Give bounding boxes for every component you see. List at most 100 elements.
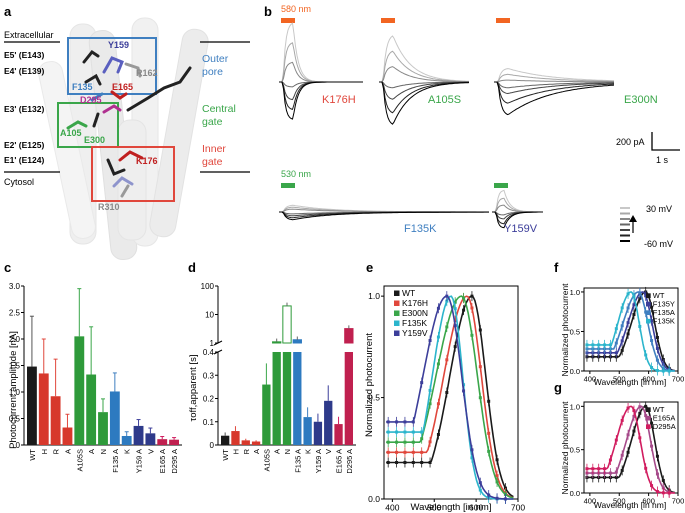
spectrum-marker — [470, 294, 474, 298]
spectrum-marker — [445, 299, 449, 303]
c-xtick-label: Y159 A — [135, 449, 144, 473]
scale-bar — [651, 132, 680, 151]
spectrum-marker — [420, 430, 424, 434]
spectrum-marker — [650, 484, 654, 488]
spectrum-marker — [632, 303, 636, 307]
spectrum-marker — [462, 308, 466, 312]
spectrum-marker — [591, 467, 595, 471]
spectrum-marker — [386, 430, 390, 434]
spectrum-marker — [638, 405, 642, 409]
voltage-arrow-head — [629, 215, 637, 222]
legend-swatch — [394, 290, 400, 296]
spectrum-marker — [445, 390, 449, 394]
mutant-label-a105s: A105S — [428, 94, 461, 106]
spectrum-marker — [661, 491, 665, 495]
c-bar — [157, 439, 168, 445]
spectrum-line — [585, 405, 675, 494]
spectrum-marker — [608, 471, 612, 475]
trace-line — [494, 73, 615, 83]
residue-e1: E1' (E124) — [4, 155, 44, 165]
panel-label-a: a — [4, 4, 12, 19]
trace-line — [494, 81, 615, 116]
spectrum-marker — [503, 497, 507, 501]
c-bar — [27, 366, 37, 445]
panel-e-chart: Normalized photocurrent Wavelength [in n… — [364, 285, 525, 513]
spectrum-marker — [478, 481, 482, 485]
c-xtick-label: A — [63, 449, 72, 454]
spectrum-marker — [495, 496, 499, 500]
spectrum-marker — [420, 450, 424, 454]
c-ytick-label: 1.5 — [9, 362, 21, 371]
voltage-bottom-label: -60 mV — [644, 239, 673, 249]
spectrum-marker — [386, 420, 390, 424]
spectrum-marker — [436, 335, 440, 339]
spectrum-marker — [650, 444, 654, 448]
spectrum-marker — [655, 346, 659, 350]
traces-k176h — [279, 22, 363, 120]
spectrum-line — [386, 295, 514, 500]
d-xtick-label: A — [252, 449, 261, 454]
panel-label-b: b — [264, 4, 272, 19]
spectrum-marker — [428, 339, 432, 343]
spectrum-marker — [632, 429, 636, 433]
spectrum-marker — [487, 449, 491, 453]
mutant-label-f135k: F135K — [404, 223, 437, 235]
spectrum-marker — [403, 460, 407, 464]
mutant-label-k176h: K176H — [322, 94, 356, 106]
d-ytick-label: 0.4 — [203, 348, 215, 357]
spectrum-marker — [403, 440, 407, 444]
voltage-top-label: 30 mV — [646, 204, 672, 214]
c-bar — [145, 433, 156, 445]
d-ylabel: τoff,apparent [s] — [188, 355, 199, 422]
legend-label: E300N — [402, 308, 428, 318]
spectrum-marker — [403, 430, 407, 434]
d-ytick-label: 0.3 — [203, 371, 215, 380]
c-ytick-label: 2.5 — [9, 309, 21, 318]
trace-line — [492, 204, 543, 213]
spectrum-marker — [585, 343, 589, 347]
spectrum-marker — [655, 369, 659, 373]
spectrum-marker — [411, 420, 415, 424]
spectrum-marker — [632, 409, 636, 413]
xtick-label: 600 — [642, 375, 655, 384]
traces-f135k — [279, 204, 489, 221]
stim-bar-580-1 — [281, 18, 295, 23]
spectrum-marker — [591, 343, 595, 347]
xtick-label: 400 — [385, 503, 399, 513]
outer-pore-label-1: Outer — [202, 53, 229, 65]
label-e300: E300 — [84, 135, 105, 145]
spectrum-marker — [626, 332, 630, 336]
mutant-label-y159v: Y159V — [504, 223, 538, 235]
spectrum-marker — [436, 432, 440, 436]
spectrum-marker — [620, 339, 624, 343]
panel-label-d: d — [188, 260, 196, 275]
panel-d-chart: τoff,apparent [s] 0 0.1 0.2 0.3 0.41 10 100 WT H… — [188, 282, 356, 474]
spectrum-marker — [428, 460, 432, 464]
spectrum-marker — [470, 456, 474, 460]
spectrum-marker — [411, 450, 415, 454]
legend-label: Y159V — [402, 328, 428, 338]
spectrum-marker — [644, 353, 648, 357]
spectrum-marker — [626, 292, 630, 296]
d-xtick-label: Y159 A — [314, 449, 323, 473]
ytick-label: 0.0 — [368, 494, 380, 504]
legend-swatch — [646, 318, 651, 324]
spectrum-line — [585, 291, 675, 372]
stim-bar-580-2 — [381, 18, 395, 23]
panel-f-frame — [583, 287, 679, 372]
spectrum-marker — [470, 448, 474, 452]
trace-line — [379, 35, 469, 83]
xtick-label: 400 — [584, 375, 597, 384]
panel-e-frame — [383, 285, 519, 500]
spectrum-marker — [632, 414, 636, 418]
spectrum-line — [585, 405, 675, 494]
c-bar — [169, 439, 179, 445]
d-bar-upper — [344, 328, 354, 344]
stim-bar-530-1 — [281, 183, 295, 188]
d-xtick-label: WT — [221, 449, 230, 461]
d-bar — [313, 421, 323, 445]
trace-line — [494, 81, 615, 89]
ytick-label: 0.0 — [570, 367, 580, 376]
spectrum-marker — [445, 294, 449, 298]
spectrum-marker — [411, 430, 415, 434]
